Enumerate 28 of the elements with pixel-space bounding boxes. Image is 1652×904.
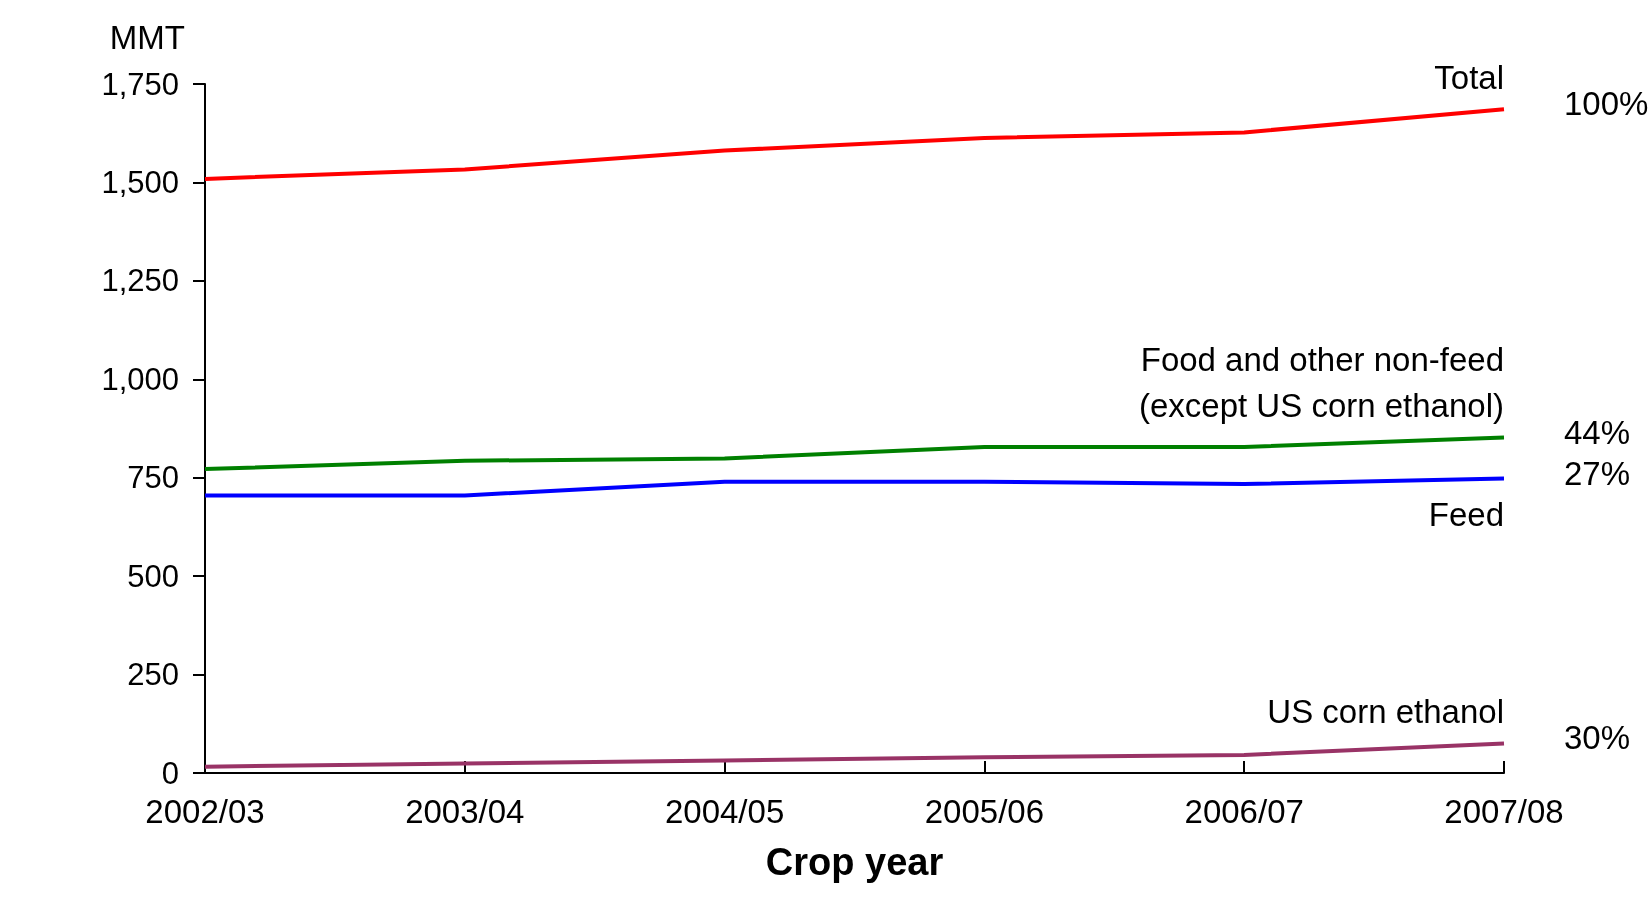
annotation: 27%	[1564, 454, 1631, 492]
y-axis-title: MMT	[109, 19, 185, 56]
y-tick-label: 1,000	[101, 361, 179, 397]
series-label: Total	[1434, 58, 1504, 96]
line-series	[203, 107, 1506, 181]
x-tick-label: 2005/06	[924, 793, 1045, 830]
series-label: Food and other non-feed (except US corn ethanol)	[1138, 341, 1504, 425]
x-tick-label: 2004/05	[664, 793, 785, 830]
line-series	[203, 476, 1506, 498]
series-label: Feed	[1428, 496, 1504, 533]
x-tick-label: 2002/03	[145, 793, 265, 830]
x-tick-label: 2003/04	[405, 793, 525, 830]
annotation: 30%	[1564, 719, 1631, 757]
line-series	[203, 435, 1506, 472]
x-tick-label: 2007/08	[1444, 793, 1564, 830]
annotation: 44%	[1564, 413, 1631, 451]
y-tick-label: 1,750	[101, 66, 179, 102]
series-label: US corn ethanol	[1267, 692, 1504, 730]
y-tick-label: 1,500	[101, 164, 179, 200]
y-tick-label: 750	[127, 460, 179, 496]
x-tick-label: 2006/07	[1184, 793, 1304, 830]
y-tick-label: 0	[161, 755, 179, 791]
x-axis-title: Crop year	[765, 841, 944, 883]
y-tick-label: 250	[127, 657, 179, 693]
y-tick-label: 1,250	[101, 263, 179, 299]
y-tick-label: 500	[127, 558, 179, 594]
line-series	[203, 741, 1506, 769]
annotation: 100%	[1564, 85, 1649, 123]
